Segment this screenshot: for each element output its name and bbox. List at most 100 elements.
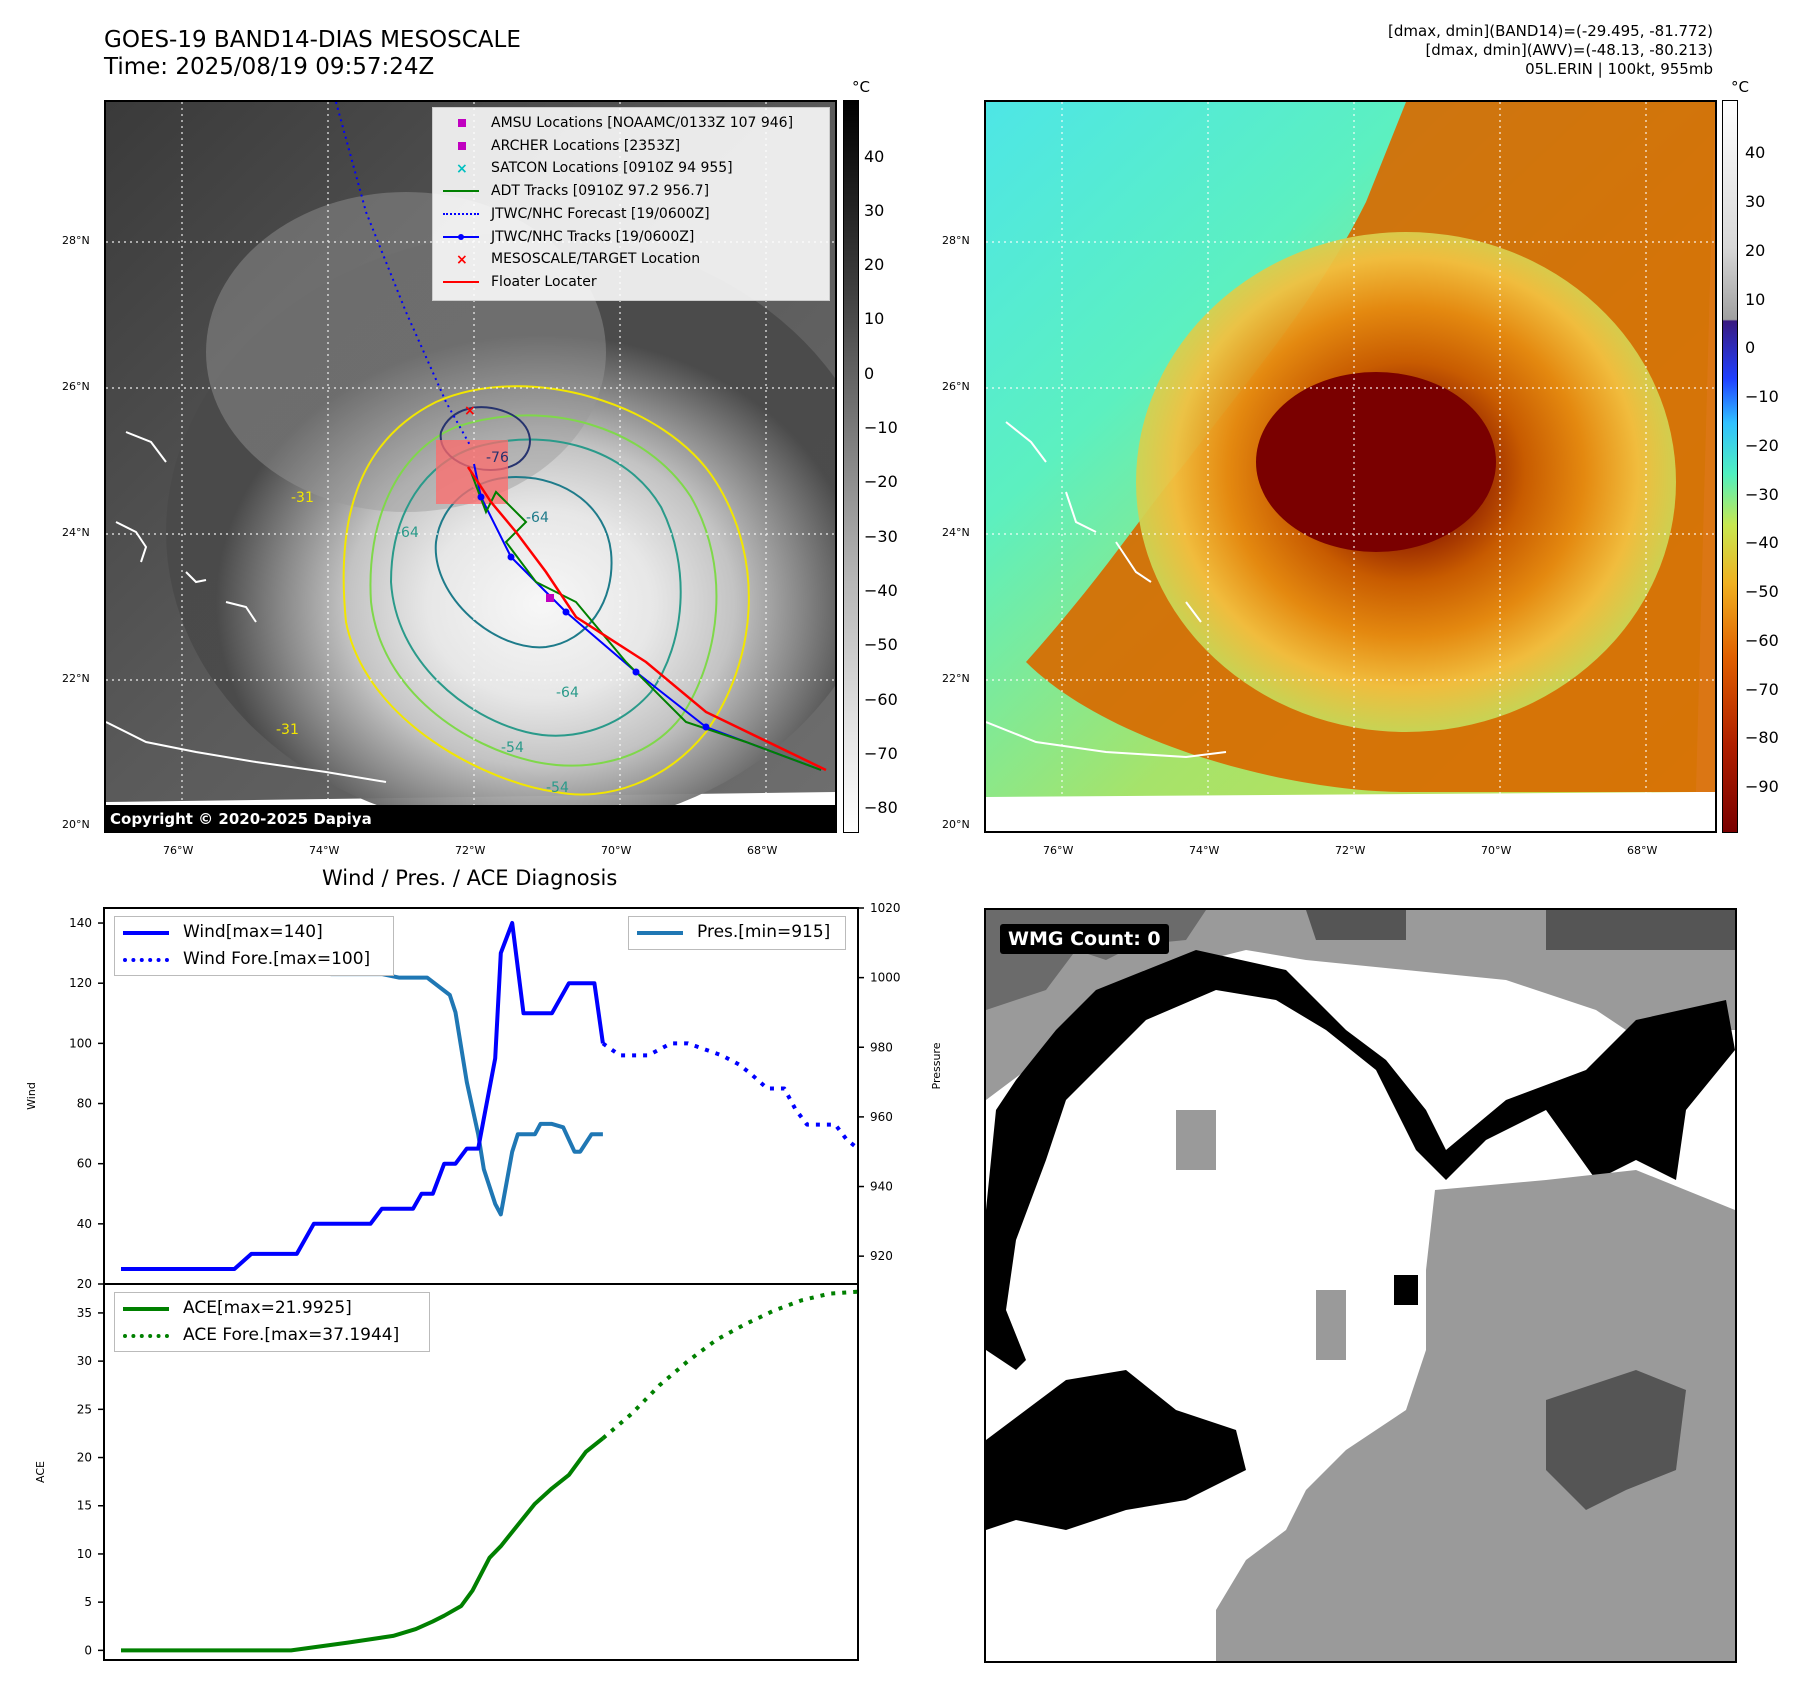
ir-cb-tick: −40 [864, 581, 898, 600]
awv-gridlines [986, 102, 1715, 831]
pres-ytick-label: 980 [870, 1040, 893, 1054]
ir-lat-28: 28°N [62, 234, 90, 247]
ace-ytick-label: 25 [77, 1402, 92, 1416]
title-line-2: Time: 2025/08/19 09:57:24Z [104, 54, 435, 80]
pressure-legend: Pres.[min=915] [628, 916, 846, 950]
floater-track-line [466, 466, 827, 772]
pres-ytick-label: 960 [870, 1110, 893, 1124]
ir-lon-70: 70°W [601, 844, 632, 857]
wmg-black-lower [986, 1370, 1246, 1530]
awv-coastline-bahamas [1005, 421, 1202, 623]
legend-jtwc-tracks: JTWC/NHC Tracks [19/0600Z] [441, 226, 821, 249]
legend-jtwc-forecast: JTWC/NHC Forecast [19/0600Z] [441, 203, 821, 226]
awv-lat-20: 20°N [942, 818, 970, 831]
legend-ace: ACE[max=21.9925] [123, 1295, 421, 1322]
ir-cb-tick: −50 [864, 635, 898, 654]
wind-ytick-label: 40 [77, 1217, 92, 1231]
legend-target: × MESOSCALE/TARGET Location [456, 251, 701, 268]
legend-wind: Wind[max=140] [123, 919, 385, 946]
awv-cb-tick: −60 [1745, 631, 1779, 650]
ir-lon-72: 72°W [455, 844, 486, 857]
wind-ytick-label: 80 [77, 1097, 92, 1111]
ace-forecast-line [601, 1289, 859, 1440]
ir-cb-tick: −20 [864, 472, 898, 491]
ir-lat-24: 24°N [62, 526, 90, 539]
ir-cb-tick: −60 [864, 690, 898, 709]
wmg-gray-patch-2 [1316, 1290, 1346, 1360]
ir-cb-tick: 30 [864, 201, 885, 220]
wind-ytick-label: 140 [69, 916, 92, 930]
wmg-gray-top [986, 910, 1735, 1100]
wmg-black-patch [1394, 1275, 1418, 1305]
wind-ytick-label: 20 [77, 1277, 92, 1291]
copyright-bar [106, 805, 835, 831]
pressure-line [121, 933, 603, 1217]
jtwc-track-points [477, 493, 710, 731]
wind-line [121, 921, 605, 1271]
ace-plot-area: 0 5 10 15 20 25 30 35 ACE [34, 1283, 859, 1661]
legend-satcon: × SATCON Locations [0910Z 94 955] [456, 160, 733, 177]
jtwc-forecast-line [335, 102, 472, 448]
pres-ytick-label: 920 [870, 1249, 893, 1263]
awv-lat-24: 24°N [942, 526, 970, 539]
ir-lat-20: 20°N [62, 818, 90, 831]
ace-ytick-label: 10 [77, 1547, 92, 1561]
pres-ytick-label: 1000 [870, 971, 901, 985]
contour-label-3: -64 [396, 525, 419, 541]
ir-cb-tick: −10 [864, 418, 898, 437]
diagnosis-title: Wind / Pres. / ACE Diagnosis [322, 866, 618, 890]
awv-lon-70: 70°W [1481, 844, 1512, 857]
info-line-1: [dmax, dmin](BAND14)=(-29.495, -81.772) [1388, 22, 1713, 40]
ace-frame [103, 1283, 859, 1661]
ace-ytick-label: 20 [77, 1451, 92, 1465]
contour-label-5: -54 [501, 740, 524, 756]
contour-yellow [342, 385, 750, 796]
wind-forecast-line [601, 1041, 860, 1151]
ir-cb-tick: 0 [864, 364, 875, 383]
map-legend: AMSU Locations [NOAAMC/0133Z 107 946] AR… [432, 107, 830, 301]
contour-label-4: -64 [556, 685, 579, 701]
awv-map-svg [986, 102, 1715, 831]
pressure-ylabel: Pressure [930, 1042, 943, 1089]
awv-lon-76: 76°W [1043, 844, 1074, 857]
awv-cb-tick: −80 [1745, 728, 1779, 747]
ir-cb-tick: 40 [864, 147, 885, 166]
title-line-1: GOES-19 BAND14-DIAS MESOSCALE [104, 27, 521, 53]
diagnosis-chart: 2040608010012014092094096098010001020Win… [25, 901, 943, 1661]
legend-amsu: AMSU Locations [NOAAMC/0133Z 107 946] [441, 112, 821, 135]
ir-lat-26: 26°N [62, 380, 90, 393]
ir-cb-tick: −80 [864, 798, 898, 817]
wind-legend: Wind[max=140] Wind Fore.[max=100] [114, 916, 394, 976]
ir-lon-68: 68°W [747, 844, 778, 857]
wmg-panel: WMG Count: 0 [984, 908, 1737, 1663]
ir-colorbar-unit: °C [852, 78, 870, 96]
awv-lat-22: 22°N [942, 672, 970, 685]
awv-cb-tick: −50 [1745, 582, 1779, 601]
awv-lon-68: 68°W [1627, 844, 1658, 857]
storm-info: [dmax, dmin](BAND14)=(-29.495, -81.772) … [1388, 22, 1713, 79]
contour-label-6: -54 [546, 780, 569, 796]
awv-cb-tick: −70 [1745, 680, 1779, 699]
awv-cb-tick: −90 [1745, 777, 1779, 796]
coastline-bahamas [115, 431, 257, 623]
ir-cb-tick: −30 [864, 527, 898, 546]
awv-cb-tick: 20 [1745, 241, 1766, 260]
awv-colorbar-unit: °C [1731, 78, 1749, 96]
archer-marker [546, 594, 554, 602]
ace-ytick-label: 30 [77, 1354, 92, 1368]
info-line-2: [dmax, dmin](AWV)=(-48.13, -80.213) [1425, 41, 1713, 59]
wmg-count-badge: WMG Count: 0 [1000, 924, 1169, 954]
ace-ytick-label: 35 [77, 1306, 92, 1320]
ir-cb-tick: 10 [864, 309, 885, 328]
awv-cb-tick: 30 [1745, 192, 1766, 211]
ace-ytick-label: 15 [77, 1499, 92, 1513]
ace-legend: ACE[max=21.9925] ACE Fore.[max=37.1944] [114, 1292, 430, 1352]
awv-lat-26: 26°N [942, 380, 970, 393]
info-line-3: 05L.ERIN | 100kt, 955mb [1525, 60, 1713, 78]
ace-ytick-label: 5 [84, 1595, 92, 1609]
wmg-dark-top [1306, 910, 1735, 950]
pres-ytick-label: 1020 [870, 901, 901, 915]
legend-archer: ARCHER Locations [2353Z] [441, 135, 821, 158]
ir-cb-tick: −70 [864, 744, 898, 763]
wmg-gray-lower [1216, 1170, 1735, 1661]
